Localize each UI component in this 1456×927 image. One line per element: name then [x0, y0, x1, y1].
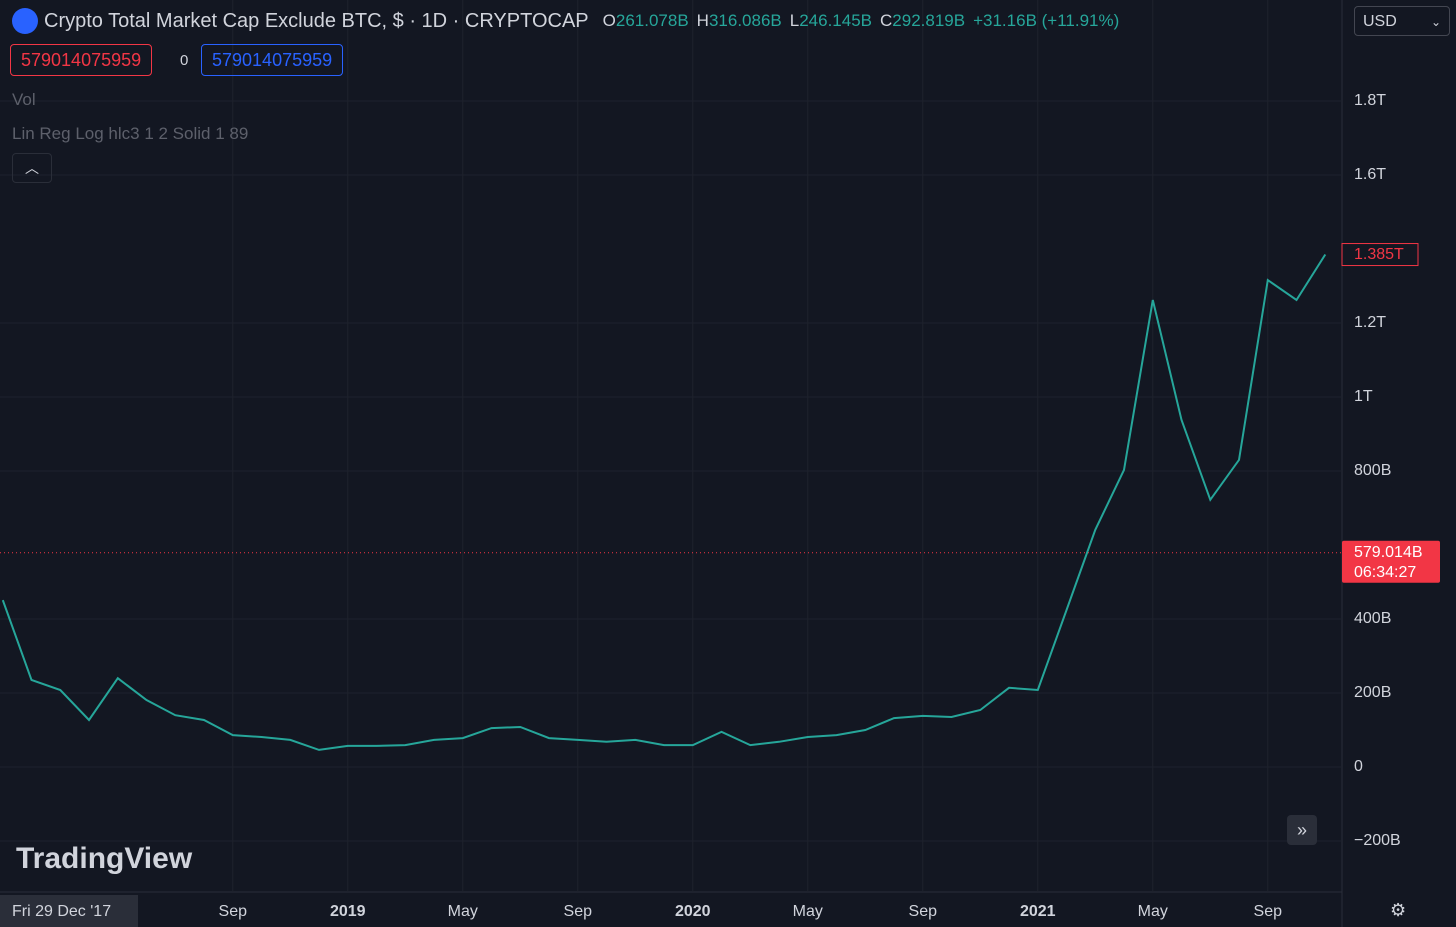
y-tick-label: −200B: [1354, 832, 1401, 849]
date-badge: [0, 895, 138, 927]
ohlc-change: +31.16B (+11.91%): [973, 11, 1120, 30]
buy-button[interactable]: 579014075959: [201, 44, 344, 76]
price-line-label: 579.014B: [1354, 544, 1423, 561]
header: Crypto Total Market Cap Exclude BTC, $ ·…: [12, 8, 1127, 34]
x-tick-label: 2019: [330, 903, 366, 920]
axis-panel: [1342, 0, 1456, 927]
ohlc-key: L: [789, 11, 800, 30]
ohlc: O261.078B H316.086B L246.145B C292.819B +31.…: [603, 11, 1128, 31]
x-tick-label: Sep: [909, 903, 938, 920]
x-tick-label: 2021: [1020, 903, 1056, 920]
ohlc-value: 316.086B: [708, 11, 782, 30]
ohlc-value: 261.078B: [615, 11, 689, 30]
crosshair-date: Fri 29 Dec '17: [12, 903, 111, 920]
symbol-logo: [12, 8, 38, 34]
ohlc-key: C: [880, 11, 893, 30]
y-tick-label: 800B: [1354, 462, 1391, 479]
y-tick-label: 0: [1354, 758, 1363, 775]
y-tick-label: 400B: [1354, 610, 1391, 627]
ohlc-value: 246.145B: [799, 11, 873, 30]
sell-button[interactable]: 579014075959: [10, 44, 153, 76]
x-tick-label: May: [793, 903, 823, 920]
y-tick-label: 1.2T: [1354, 314, 1386, 331]
symbol-title[interactable]: Crypto Total Market Cap Exclude BTC, $ ·…: [44, 9, 589, 32]
watermark: TradingView: [16, 842, 193, 875]
indicator-linreg[interactable]: Lin Reg Log hlc3 1 2 Solid 1 89: [12, 124, 249, 143]
y-tick-label: 1T: [1354, 388, 1373, 405]
y-tick-label: 1.8T: [1354, 92, 1386, 109]
countdown: 06:34:27: [1354, 564, 1416, 581]
price-line-badge: [1342, 540, 1440, 583]
last-price-badge: [1341, 243, 1419, 267]
spread: 0: [180, 52, 189, 69]
settings-button[interactable]: ⚙: [1390, 900, 1407, 920]
y-tick-label: 200B: [1354, 684, 1391, 701]
ohlc-value: 292.819B: [892, 11, 966, 30]
x-tick-label: Sep: [1254, 903, 1283, 920]
x-tick-label: 2020: [675, 903, 711, 920]
indicator-volume[interactable]: Vol: [12, 90, 36, 109]
x-tick-label: Sep: [219, 903, 248, 920]
y-tick-label: 1.6T: [1354, 166, 1386, 183]
collapse-button[interactable]: ︿: [12, 153, 52, 183]
last-price-label: 1.385T: [1354, 246, 1404, 263]
ohlc-key: O: [602, 11, 616, 30]
ohlc-key: H: [696, 11, 709, 30]
currency: USD: [1363, 13, 1397, 30]
x-tick-label: May: [448, 903, 478, 920]
x-tick-label: Sep: [564, 903, 593, 920]
currency-select[interactable]: USD ⌄: [1354, 6, 1450, 36]
x-tick-label: May: [1138, 903, 1168, 920]
scroll-to-end[interactable]: »: [1287, 815, 1317, 845]
price-line: [1, 253, 1327, 751]
